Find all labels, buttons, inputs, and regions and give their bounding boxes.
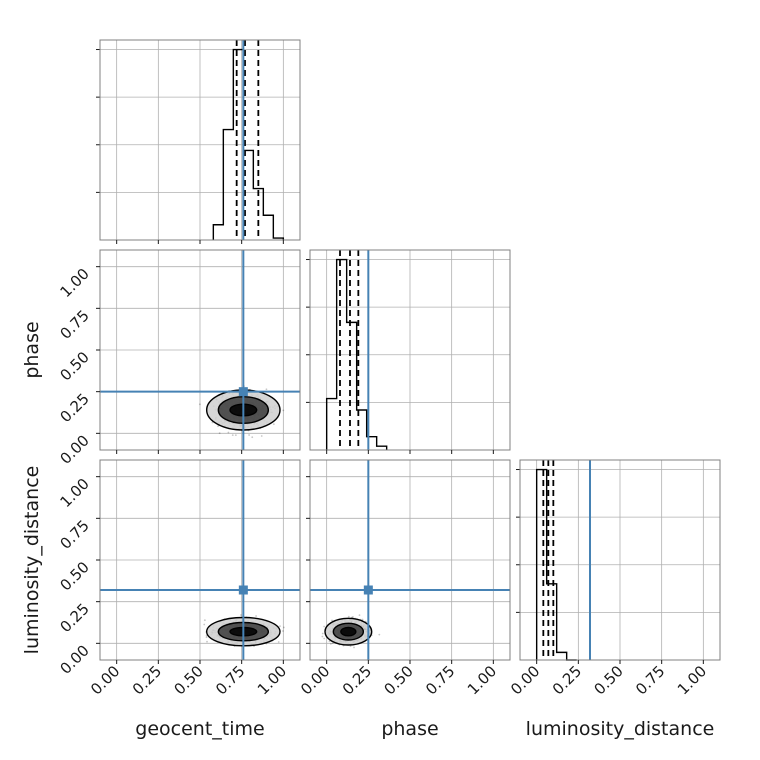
sample-point	[234, 434, 237, 437]
sample-point	[347, 615, 350, 618]
sample-point	[353, 646, 355, 649]
sample-point	[331, 642, 334, 644]
sample-point	[198, 403, 201, 406]
y-tick-label: 0.50	[56, 558, 92, 594]
x-tick-label: 0.75	[632, 662, 668, 698]
panel-r2-c0: 0.00 0.25 0.50 0.75 1.000.000.250.500.751.00	[56, 459, 301, 698]
sample-point	[218, 432, 221, 435]
x-tick-label: 0.00	[297, 662, 333, 698]
y-tick-label: 1.00	[56, 475, 92, 511]
x-tick-label: 0.75	[212, 662, 248, 698]
panel-r2-c2: 0.00 0.25 0.50 0.75 1.00	[507, 459, 721, 698]
sample-point	[255, 615, 257, 617]
sample-point	[231, 434, 234, 437]
sample-point	[272, 423, 275, 426]
truth-marker	[238, 387, 248, 397]
contour-level	[340, 626, 357, 637]
sample-point	[277, 641, 280, 643]
sample-point	[282, 409, 285, 412]
histogram-phase	[325, 258, 388, 450]
sample-point	[358, 614, 361, 616]
x-tick-label: 0.50	[590, 662, 626, 698]
sample-point	[265, 388, 268, 391]
sample-point	[203, 623, 206, 626]
x-tick-label: 0.00	[507, 662, 543, 698]
y-tick-label: 0.75	[56, 516, 92, 552]
x-tick-label: 0.25	[339, 662, 375, 698]
y-axis-label-phase: phase	[21, 321, 43, 378]
sample-point	[205, 636, 208, 639]
y-tick-label: 0.75	[56, 306, 92, 342]
x-axis-label-geocent_time: geocent_time	[135, 718, 264, 740]
sample-point	[361, 618, 364, 621]
x-tick-label: 1.00	[254, 662, 290, 698]
sample-point	[329, 642, 332, 645]
x-tick-label: 0.50	[380, 662, 416, 698]
x-axis-label-phase: phase	[381, 718, 438, 740]
panel-r0-c0	[96, 39, 301, 244]
sample-point	[282, 630, 284, 632]
truth-marker	[363, 585, 373, 595]
x-tick-label: 1.00	[674, 662, 710, 698]
y-tick-label: 0.00	[56, 431, 92, 467]
y-tick-label: 0.25	[56, 600, 92, 636]
sample-point	[279, 625, 281, 627]
sample-point	[260, 435, 263, 437]
panel-r1-c0: 0.00 0.25 0.50 0.75 1.00	[56, 249, 301, 468]
sample-point	[251, 436, 254, 439]
sample-point	[349, 645, 352, 648]
x-axis-label-luminosity_distance: luminosity_distance	[526, 718, 715, 740]
sample-point	[227, 431, 230, 434]
sample-point	[352, 616, 354, 618]
sample-point	[248, 434, 250, 436]
y-tick-label: 0.50	[56, 348, 92, 384]
sample-point	[323, 637, 326, 640]
x-tick-label: 1.00	[464, 662, 500, 698]
sample-point	[240, 614, 242, 616]
x-tick-label: 0.25	[129, 662, 165, 698]
y-tick-label: 1.00	[56, 265, 92, 301]
sample-point	[282, 626, 285, 629]
histogram-luminosity_distance	[535, 468, 577, 661]
sample-point	[331, 619, 333, 622]
histogram-geocent_time	[212, 48, 285, 240]
sample-point	[378, 633, 381, 636]
x-tick-label: 0.75	[422, 662, 458, 698]
sample-point	[217, 425, 219, 428]
truth-marker	[238, 585, 248, 595]
x-tick-label: 0.25	[549, 662, 585, 698]
x-tick-label: 0.50	[170, 662, 206, 698]
y-tick-label: 0.25	[56, 390, 92, 426]
sample-point	[321, 632, 324, 635]
sample-point	[321, 635, 324, 638]
panel-r1-c1	[306, 249, 511, 454]
sample-point	[328, 640, 331, 643]
panel-r2-c1: 0.00 0.25 0.50 0.75 1.00	[297, 459, 511, 698]
sample-point	[203, 619, 206, 622]
panel-content	[203, 614, 285, 648]
sample-point	[206, 640, 208, 643]
panel-content	[321, 614, 381, 649]
y-axis-label-luminosity_distance: luminosity_distance	[21, 466, 43, 655]
x-tick-label: 0.00	[87, 662, 123, 698]
y-tick-label: 0.00	[56, 641, 92, 677]
sample-point	[323, 625, 326, 628]
